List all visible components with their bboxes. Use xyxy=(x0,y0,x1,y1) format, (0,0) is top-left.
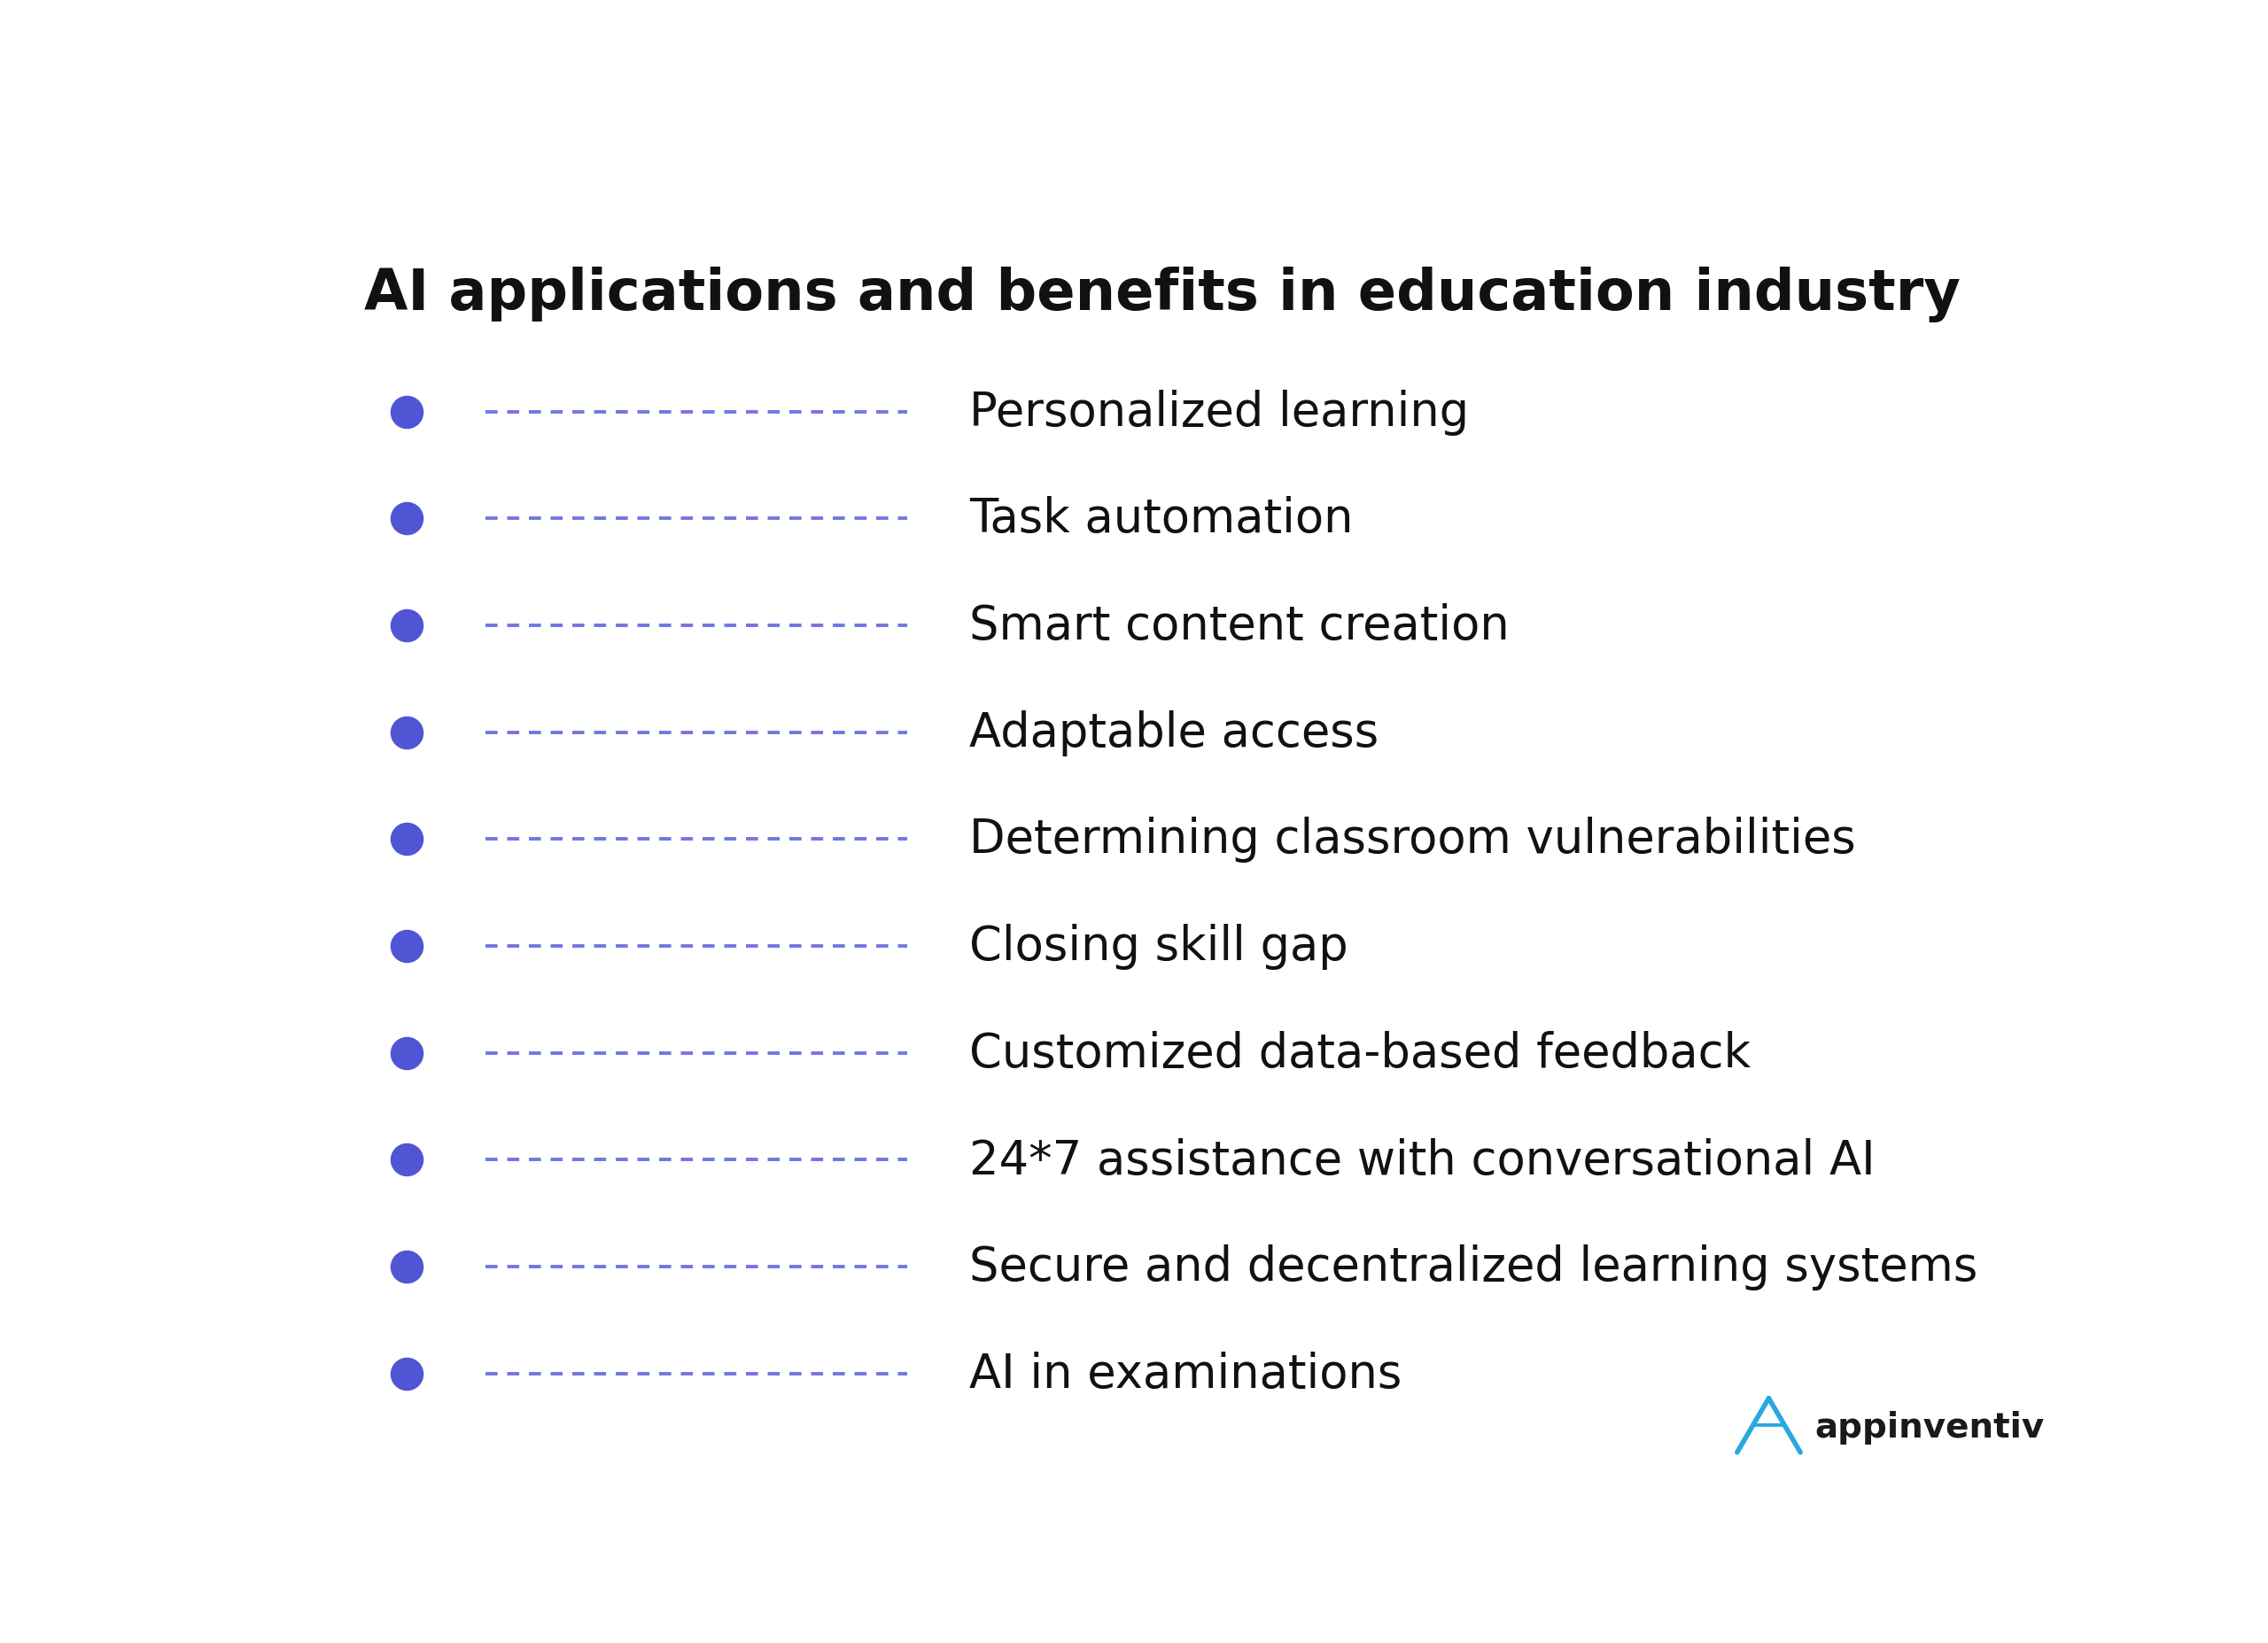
Text: 24*7 assistance with conversational AI: 24*7 assistance with conversational AI xyxy=(968,1137,1876,1183)
Text: Smart content creation: Smart content creation xyxy=(968,603,1508,649)
Text: Secure and decentralized learning systems: Secure and decentralized learning system… xyxy=(968,1244,1978,1290)
Text: Task automation: Task automation xyxy=(968,496,1354,542)
Text: AI in examinations: AI in examinations xyxy=(968,1351,1402,1397)
Text: Customized data-based feedback: Customized data-based feedback xyxy=(968,1030,1751,1076)
Text: appinventiv: appinventiv xyxy=(1814,1410,2043,1444)
Text: Determining classroom vulnerabilities: Determining classroom vulnerabilities xyxy=(968,817,1855,863)
Text: Personalized learning: Personalized learning xyxy=(968,389,1470,435)
Text: Adaptable access: Adaptable access xyxy=(968,710,1379,756)
Text: AI applications and benefits in education industry: AI applications and benefits in educatio… xyxy=(365,266,1960,322)
Text: Closing skill gap: Closing skill gap xyxy=(968,923,1347,969)
